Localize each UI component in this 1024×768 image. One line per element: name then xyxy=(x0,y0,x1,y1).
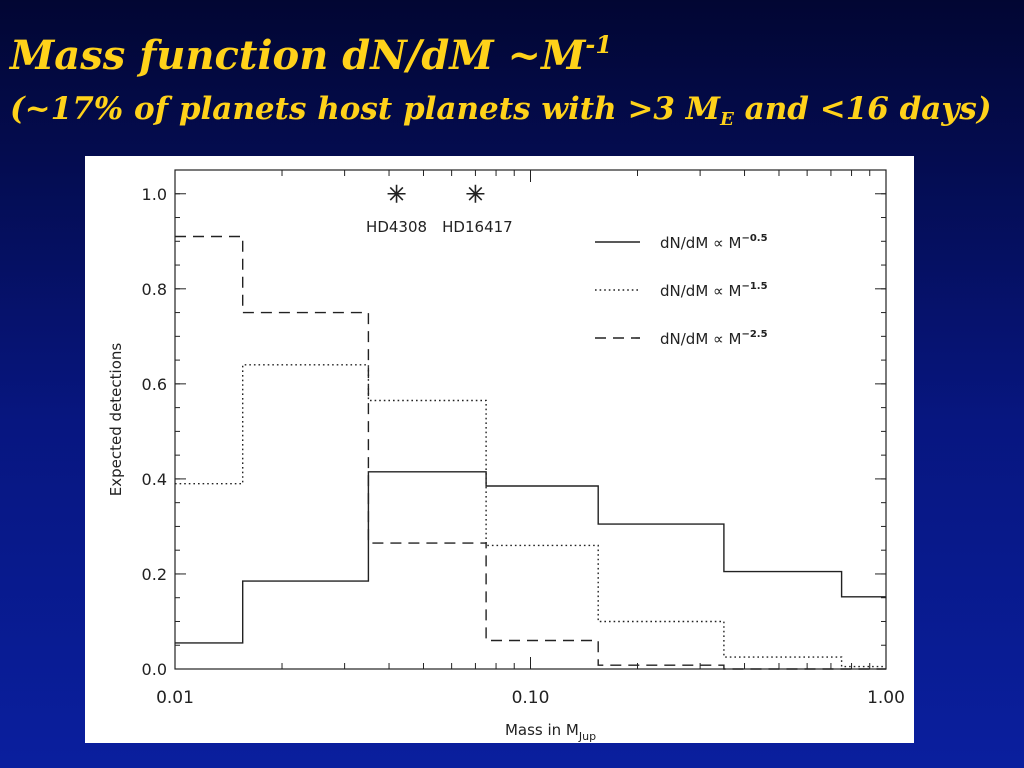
legend-label-dashed: dN/dM ∝ M−2.5 xyxy=(660,329,768,348)
slide-subtitle-tail: and <16 days) xyxy=(733,91,992,127)
slide-title-text: Mass function dN/dM ~M xyxy=(10,32,586,79)
y-tick-label: 0.8 xyxy=(142,280,167,299)
plot-panel: 0.01 0.10 1.00 0.0 0.2 0.4 0.6 0.8 1.0 Mass in MJ… xyxy=(85,156,914,743)
y-tick-label: 1.0 xyxy=(142,185,167,204)
legend-label-solid: dN/dM ∝ M−0.5 xyxy=(660,233,768,252)
x-tick-label: 0.10 xyxy=(512,688,550,708)
slide-subtitle-subscript: E xyxy=(720,109,734,130)
series-dotted-line xyxy=(175,364,886,668)
y-tick-label: 0.6 xyxy=(142,375,167,394)
slide-title-exponent: -1 xyxy=(585,30,613,59)
x-axis-label: Mass in MJup xyxy=(505,721,596,743)
marker-label-hd16417: HD16417 xyxy=(442,218,513,236)
marker-label-hd4308: HD4308 xyxy=(366,218,427,236)
y-tick-label: 0.0 xyxy=(142,660,167,679)
slide-subtitle-text: (~17% of planets host planets with >3 M xyxy=(10,91,721,127)
y-axis-label: Expected detections xyxy=(107,343,125,497)
mass-function-chart: 0.01 0.10 1.00 0.0 0.2 0.4 0.6 0.8 1.0 Mass in MJ… xyxy=(107,169,905,743)
x-tick-label: 0.01 xyxy=(156,688,194,708)
y-tick-label: 0.4 xyxy=(142,470,167,489)
star-marker xyxy=(389,186,404,201)
plot-frame xyxy=(174,169,887,670)
legend-label-dotted: dN/dM ∝ M−1.5 xyxy=(660,281,768,300)
y-tick-label: 0.2 xyxy=(142,565,167,584)
x-tick-label: 1.00 xyxy=(867,688,905,708)
star-marker xyxy=(468,186,483,201)
series-solid-line xyxy=(175,471,886,644)
slide-subtitle: (~17% of planets host planets with >3 ME… xyxy=(10,90,992,130)
series-dashed-line xyxy=(175,235,886,670)
slide-title: Mass function dN/dM ~M-1 xyxy=(10,32,612,79)
